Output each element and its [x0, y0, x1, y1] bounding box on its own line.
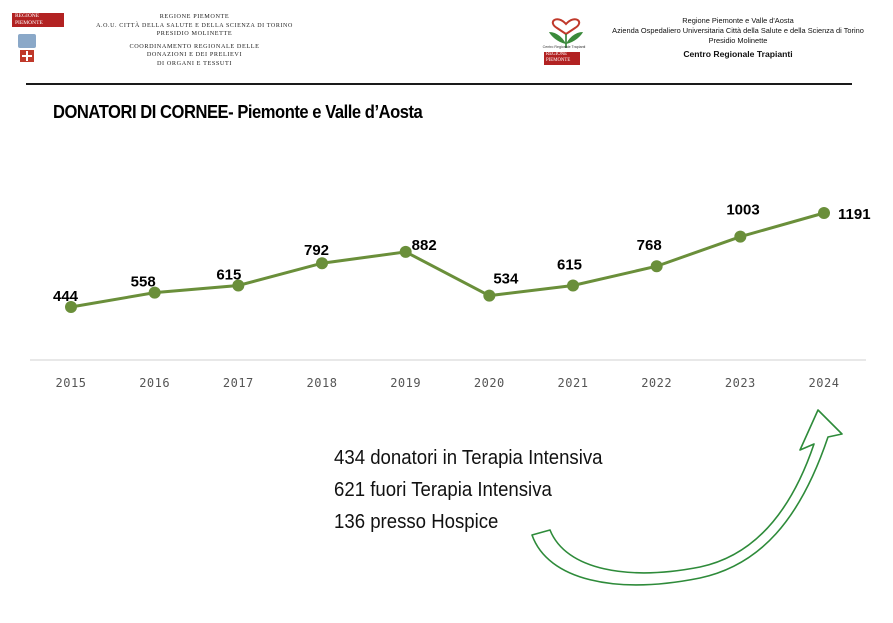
data-point	[232, 279, 245, 292]
data-point	[650, 260, 663, 273]
header-bold-line: Centro Regionale Trapianti	[683, 48, 793, 59]
header-line: COORDINAMENTO REGIONALE DELLE	[129, 42, 260, 50]
logo-text-line: REGIONE	[546, 52, 568, 57]
note-line: 621 fuori Terapia Intensiva	[334, 479, 552, 501]
header-right-text: Regione Piemonte e Valle d'Aosta Azienda…	[588, 16, 888, 59]
data-point	[734, 230, 747, 243]
series-line	[70, 211, 825, 309]
header-line: Azienda Ospedaliero Universitaria Città …	[612, 26, 864, 36]
data-label: 615	[557, 256, 582, 273]
logo-text-line: REGIONE	[15, 13, 40, 19]
data-point	[65, 301, 77, 313]
header-line: REGIONE PIEMONTE	[159, 13, 230, 20]
chart-title: DONATORI DI CORNEE- Piemonte e Valle d’A…	[53, 102, 423, 122]
note-line: 434 donatori in Terapia Intensiva	[334, 447, 603, 469]
data-label: 768	[637, 237, 662, 254]
data-label: 444	[53, 288, 79, 305]
logo-text-line: PIEMONTE	[15, 20, 43, 26]
data-point	[316, 257, 328, 270]
data-point	[399, 245, 412, 258]
header-line: PRESIDIO MOLINETTE	[156, 30, 233, 38]
donor-breakdown-note: 434 donatori in Terapia Intensiva 621 fu…	[334, 442, 603, 538]
x-tick-label: 2022	[641, 376, 672, 390]
header-line: Presidio Molinette	[708, 36, 768, 46]
note-line: 136 presso Hospice	[334, 511, 499, 533]
data-label: 534	[493, 271, 519, 288]
x-tick-label: 2019	[390, 376, 421, 390]
data-label: 792	[304, 242, 329, 259]
regione-piemonte-logo: REGIONE PIEMONTE	[12, 13, 64, 27]
centro-trapianti-logo	[549, 18, 583, 48]
data-point	[148, 286, 161, 299]
x-tick-label: 2024	[809, 376, 840, 390]
data-label: 615	[216, 266, 241, 283]
x-tick-label: 2017	[223, 376, 254, 390]
x-tick-label: 2018	[307, 376, 338, 390]
label-layer: 444 558 615 792 882 534 615 768 1003 1191	[53, 202, 871, 305]
arrow-icon	[531, 409, 843, 586]
logo-caption: Centro Regionale Trapianti	[542, 45, 586, 49]
regione-piemonte-logo-small: REGIONE PIEMONTE	[544, 52, 580, 65]
series-layer	[65, 207, 830, 313]
x-tick-label: 2021	[558, 376, 589, 390]
logo-text-line: PIEMONTE	[546, 58, 571, 63]
header-line: Regione Piemonte e Valle d'Aosta	[682, 16, 794, 25]
x-tick-label: 2020	[474, 376, 505, 390]
data-label: 882	[412, 237, 437, 254]
header-line: DI ORGANI E TESSUTI	[156, 59, 233, 67]
x-tick-label: 2015	[56, 376, 87, 390]
header-divider	[26, 83, 852, 85]
header-line: A.O.U. CITTÀ DELLA SALUTE E DELLA SCIENZ…	[96, 22, 293, 29]
header-left-text: REGIONE PIEMONTE A.O.U. CITTÀ DELLA SALU…	[82, 13, 307, 69]
crest-icon	[16, 34, 38, 62]
header-line: DONAZIONI E DEI PRELIEVI	[146, 51, 243, 59]
data-label: 558	[131, 274, 156, 291]
data-label: 1191	[838, 206, 871, 223]
data-point	[567, 279, 579, 292]
header-right: Centro Regionale Trapianti REGIONE PIEMO…	[540, 8, 890, 73]
x-tick-label: 2016	[139, 376, 170, 390]
header-left: REGIONE PIEMONTE REGIONE PIEMONTE A.O.U.…	[10, 10, 310, 75]
data-point	[818, 207, 830, 219]
x-tick-label: 2023	[725, 376, 756, 390]
tick-layer: 2015 2016 2017 2018 2019 2020 2021 2022 2023 2024	[56, 376, 840, 390]
data-label: 1003	[726, 202, 759, 219]
data-point	[483, 289, 496, 302]
